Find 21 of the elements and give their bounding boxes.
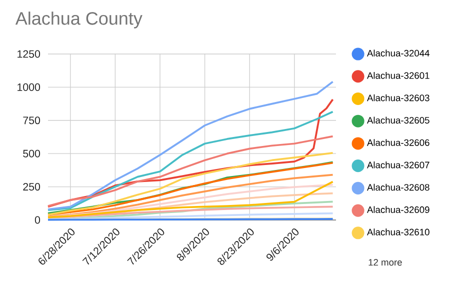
y-tick-label: 750	[23, 116, 40, 124]
y-tick-label: 1000	[18, 83, 40, 91]
y-tick-label: 500	[23, 150, 40, 158]
line-series	[47, 206, 334, 218]
line-series	[47, 80, 334, 210]
legend-label: Alachua-32607	[366, 161, 430, 168]
text: 12 more	[368, 259, 402, 266]
legend-label: Alachua-32603	[366, 94, 430, 102]
legend-label: Alachua-32601	[366, 72, 430, 79]
y-tick-label: 0	[34, 216, 40, 224]
legend-label: Alachua-32606	[366, 139, 430, 146]
chart-title: Alachua County	[15, 12, 142, 28]
y-tick-label: 1250	[18, 50, 40, 58]
line-series	[47, 152, 334, 216]
legend-label: Alachua-32605	[366, 116, 430, 124]
y-tick-label: 250	[23, 183, 40, 191]
legend-label: Alachua-32609	[366, 206, 430, 214]
legend-label: Alachua-32044	[366, 50, 430, 56]
legend-label: Alachua-32610	[366, 228, 430, 236]
legend-label: Alachua-32608	[366, 184, 430, 191]
line-series	[47, 135, 334, 207]
